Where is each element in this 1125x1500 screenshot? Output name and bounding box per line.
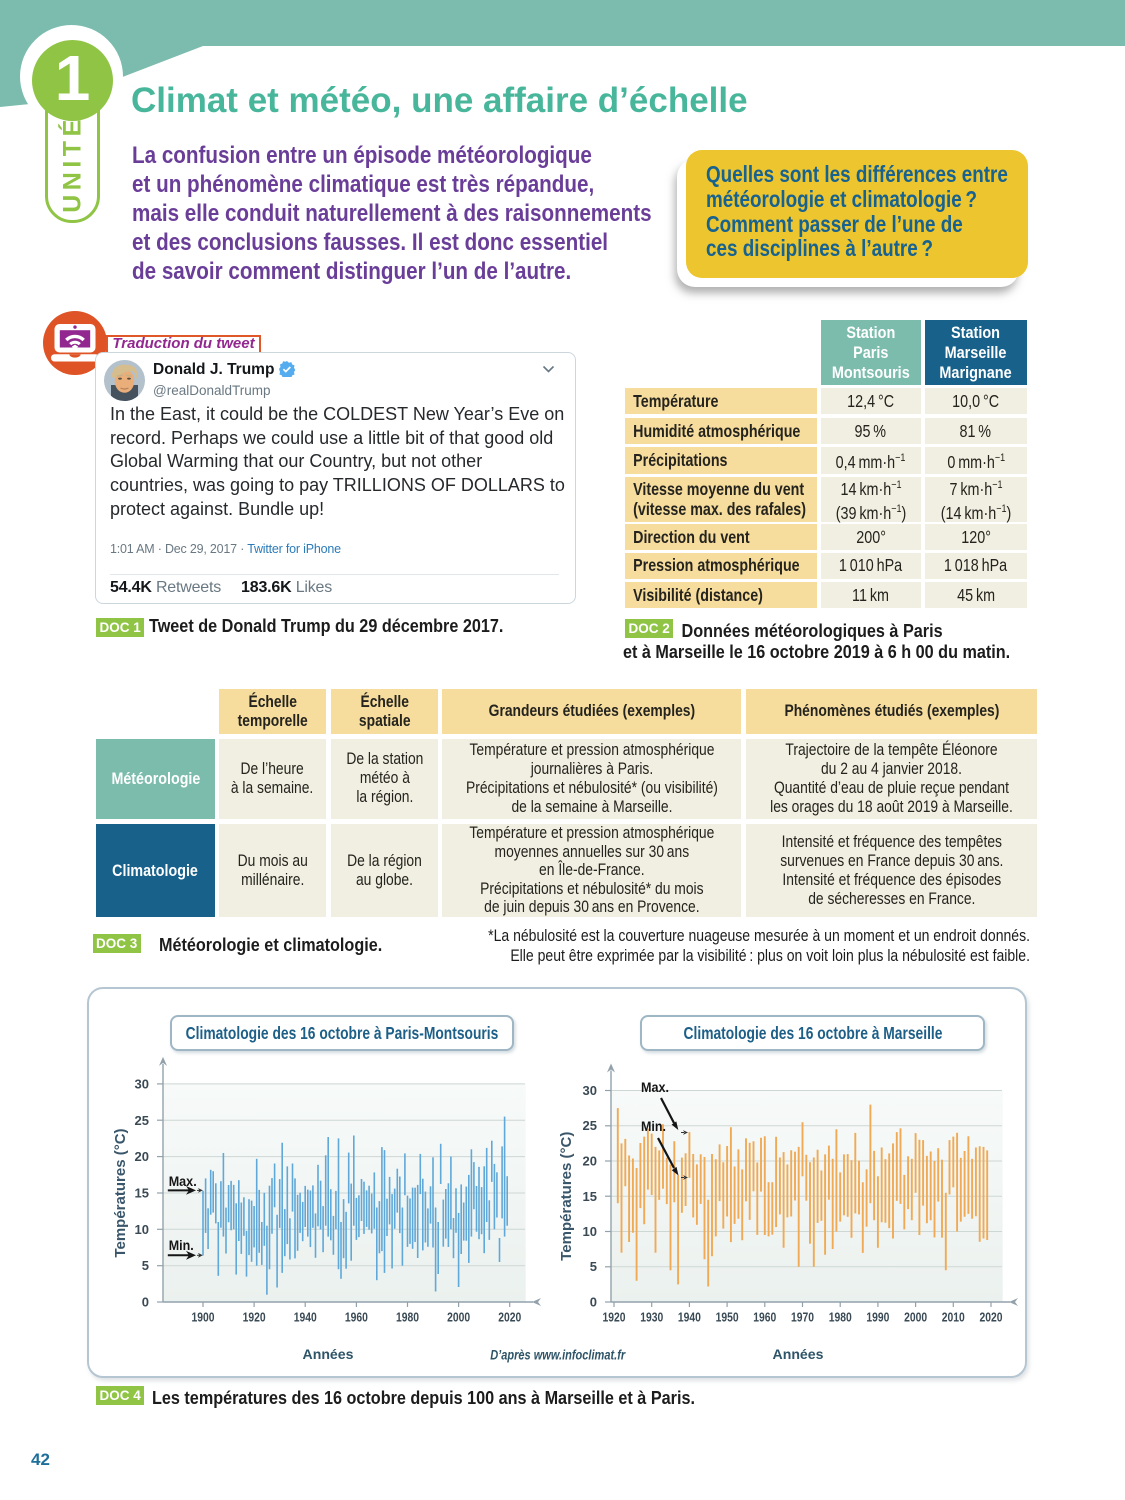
svg-text:2010: 2010 <box>942 1310 965 1325</box>
svg-text:1940: 1940 <box>678 1310 701 1325</box>
svg-text:Températures (°C): Températures (°C) <box>112 1128 129 1257</box>
svg-text:1920: 1920 <box>603 1310 626 1325</box>
svg-text:1980: 1980 <box>396 1310 419 1325</box>
svg-text:20: 20 <box>135 1149 149 1164</box>
svg-text:Années: Années <box>303 1347 354 1362</box>
svg-text:1900: 1900 <box>192 1310 215 1325</box>
svg-text:25: 25 <box>135 1113 149 1128</box>
svg-text:Max.: Max. <box>641 1079 669 1095</box>
svg-text:1960: 1960 <box>345 1310 368 1325</box>
svg-text:5: 5 <box>142 1258 149 1273</box>
svg-text:1960: 1960 <box>753 1310 776 1325</box>
svg-text:Températures (°C): Températures (°C) <box>558 1132 575 1261</box>
svg-text:1930: 1930 <box>640 1310 663 1325</box>
svg-text:5: 5 <box>590 1259 597 1274</box>
svg-text:2020: 2020 <box>498 1310 521 1325</box>
svg-text:1950: 1950 <box>716 1310 739 1325</box>
svg-text:30: 30 <box>135 1076 149 1091</box>
svg-text:10: 10 <box>135 1222 149 1237</box>
svg-text:15: 15 <box>583 1189 597 1204</box>
svg-text:Min.: Min. <box>641 1118 666 1134</box>
svg-text:15: 15 <box>135 1186 149 1201</box>
svg-text:1990: 1990 <box>866 1310 889 1325</box>
svg-text:30: 30 <box>583 1083 597 1098</box>
svg-text:2000: 2000 <box>447 1310 470 1325</box>
svg-text:Min.: Min. <box>169 1237 194 1253</box>
svg-text:1920: 1920 <box>243 1310 266 1325</box>
svg-text:20: 20 <box>583 1154 597 1169</box>
svg-text:1970: 1970 <box>791 1310 814 1325</box>
svg-text:25: 25 <box>583 1118 597 1133</box>
svg-text:1980: 1980 <box>829 1310 852 1325</box>
svg-text:2020: 2020 <box>980 1310 1003 1325</box>
svg-text:10: 10 <box>583 1224 597 1239</box>
svg-text:Max.: Max. <box>169 1173 197 1189</box>
svg-text:Années: Années <box>773 1347 824 1362</box>
svg-text:2000: 2000 <box>904 1310 927 1325</box>
svg-text:1940: 1940 <box>294 1310 317 1325</box>
svg-text:0: 0 <box>590 1295 597 1310</box>
svg-text:D’après www.infoclimat.fr: D’après www.infoclimat.fr <box>490 1348 626 1363</box>
svg-text:0: 0 <box>142 1295 149 1310</box>
